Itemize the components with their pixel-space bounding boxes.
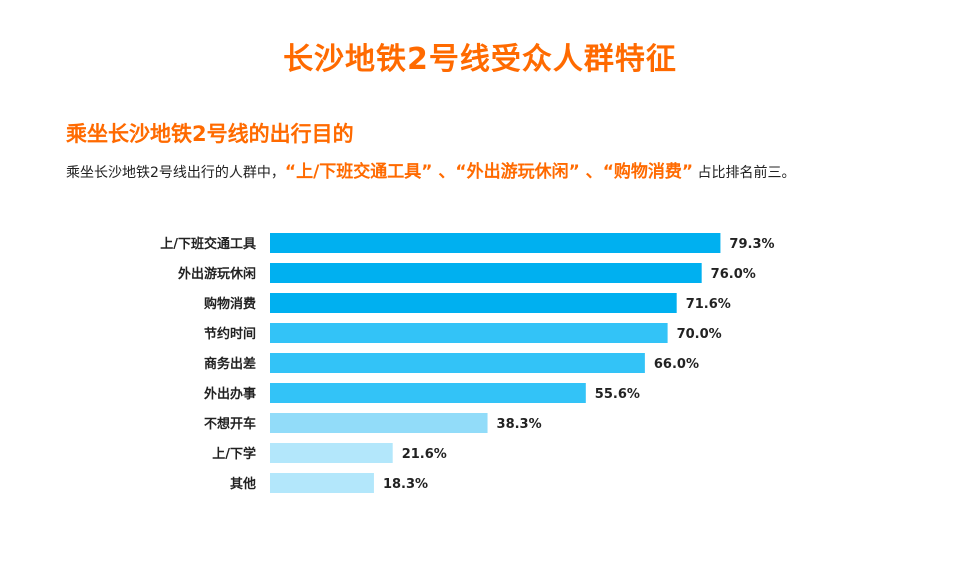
category-label: 不想开车 xyxy=(204,416,256,432)
bar xyxy=(270,413,488,433)
value-label: 55.6% xyxy=(595,387,640,402)
value-label: 71.6% xyxy=(686,297,731,312)
category-label: 购物消费 xyxy=(204,296,256,312)
section-description: 乘坐长沙地铁2号线出行的人群中，“上/下班交通工具” 、“外出游玩休闲” 、“购… xyxy=(66,158,866,187)
bar xyxy=(270,293,677,313)
page-title: 长沙地铁2号线受众人群特征 xyxy=(283,42,677,77)
category-label: 商务出差 xyxy=(204,356,256,372)
highlight-shopping: “购物消费” xyxy=(602,162,694,182)
bar xyxy=(270,233,721,253)
category-label: 外出办事 xyxy=(203,386,256,402)
highlight-leisure: “外出游玩休闲” xyxy=(455,162,580,182)
bar xyxy=(270,353,645,373)
value-label: 79.3% xyxy=(729,237,774,252)
bar xyxy=(270,263,702,283)
bar xyxy=(270,473,374,493)
value-label: 21.6% xyxy=(402,447,447,462)
description-prefix: 乘坐长沙地铁2号线出行的人群中， xyxy=(66,165,285,181)
bar xyxy=(270,383,586,403)
highlight-commute: “上/下班交通工具” xyxy=(284,162,433,182)
category-label: 其他 xyxy=(230,476,256,492)
bar xyxy=(270,443,393,463)
value-label: 18.3% xyxy=(383,477,428,492)
category-label: 外出游玩休闲 xyxy=(177,266,256,282)
description-suffix: 占比排名前三。 xyxy=(693,165,796,181)
value-label: 38.3% xyxy=(497,417,542,432)
section-title: 乘坐长沙地铁2号线的出行目的 xyxy=(66,122,354,146)
category-label: 上/下学 xyxy=(212,446,256,462)
bar xyxy=(270,323,668,343)
value-label: 70.0% xyxy=(677,327,722,342)
category-label: 节约时间 xyxy=(204,326,256,342)
value-label: 76.0% xyxy=(711,267,756,282)
category-label: 上/下班交通工具 xyxy=(160,236,256,252)
value-label: 66.0% xyxy=(654,357,699,372)
separator-1: 、 xyxy=(432,162,456,182)
separator-2: 、 xyxy=(579,162,603,182)
